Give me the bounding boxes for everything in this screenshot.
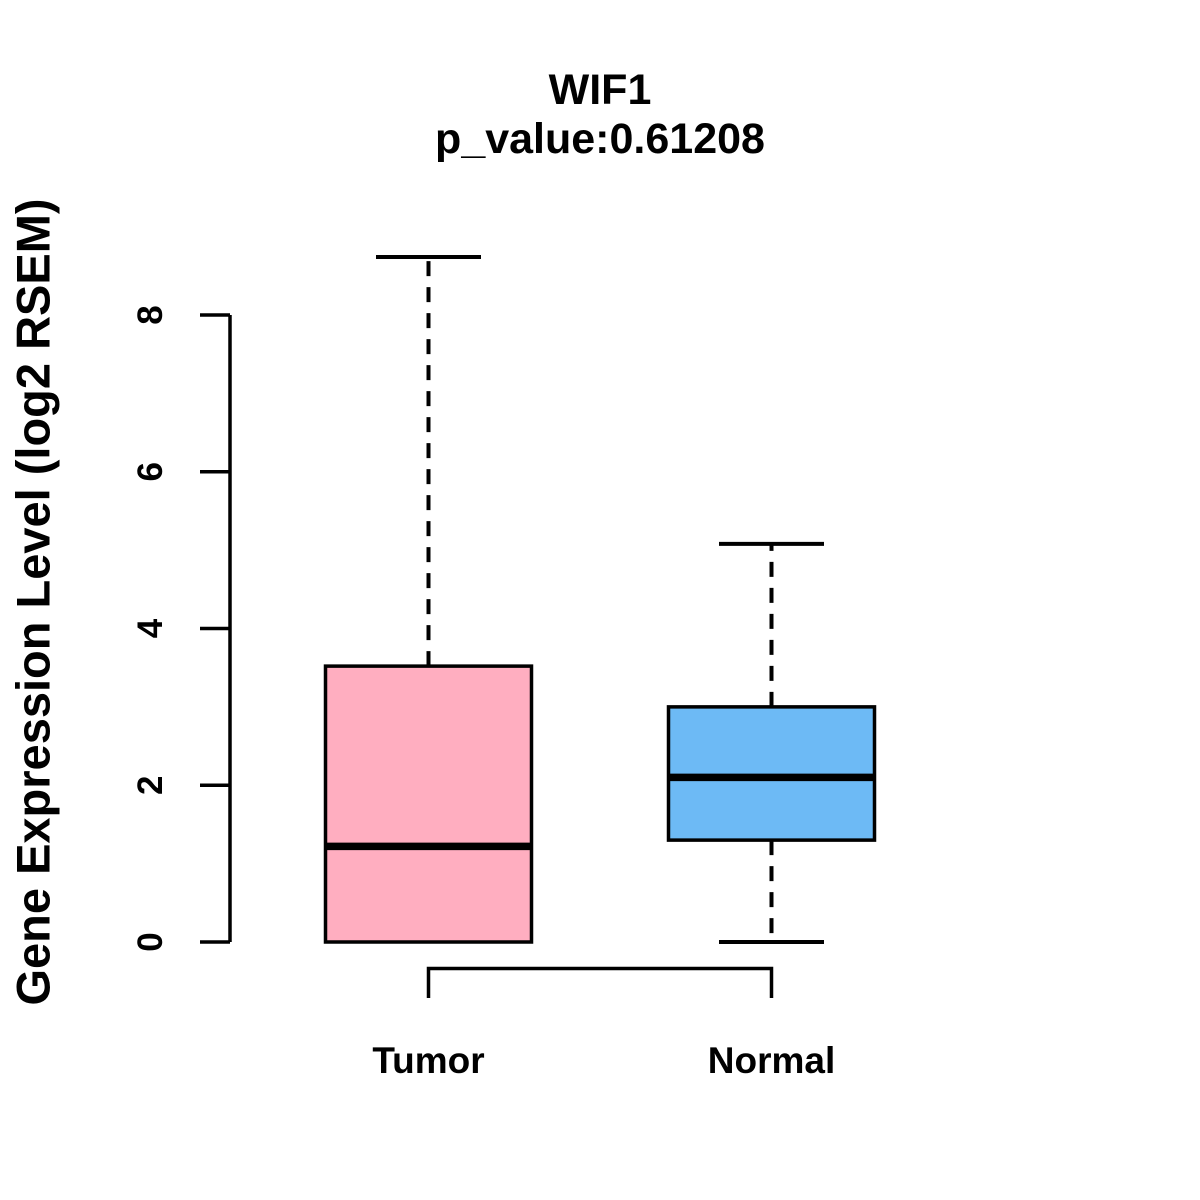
box-normal [666,705,877,842]
y-axis-tick-label: 2 [131,776,170,795]
y-axis-tick-label: 0 [131,932,170,951]
y-axis-tick-label: 6 [131,462,170,481]
comparison-bracket [426,966,774,998]
x-category-label-tumor: Tumor [372,1040,484,1081]
box-tumor [323,664,534,944]
chart-title: WIF1 [548,66,652,114]
y-axis-tick-label: 4 [131,618,170,638]
chart-subtitle: p_value:0.61208 [435,115,765,163]
chart-title-block: WIF1 p_value:0.61208 [0,66,1200,164]
y-axis-tick-label: 8 [131,305,170,324]
x-category-label-normal: Normal [708,1040,835,1081]
